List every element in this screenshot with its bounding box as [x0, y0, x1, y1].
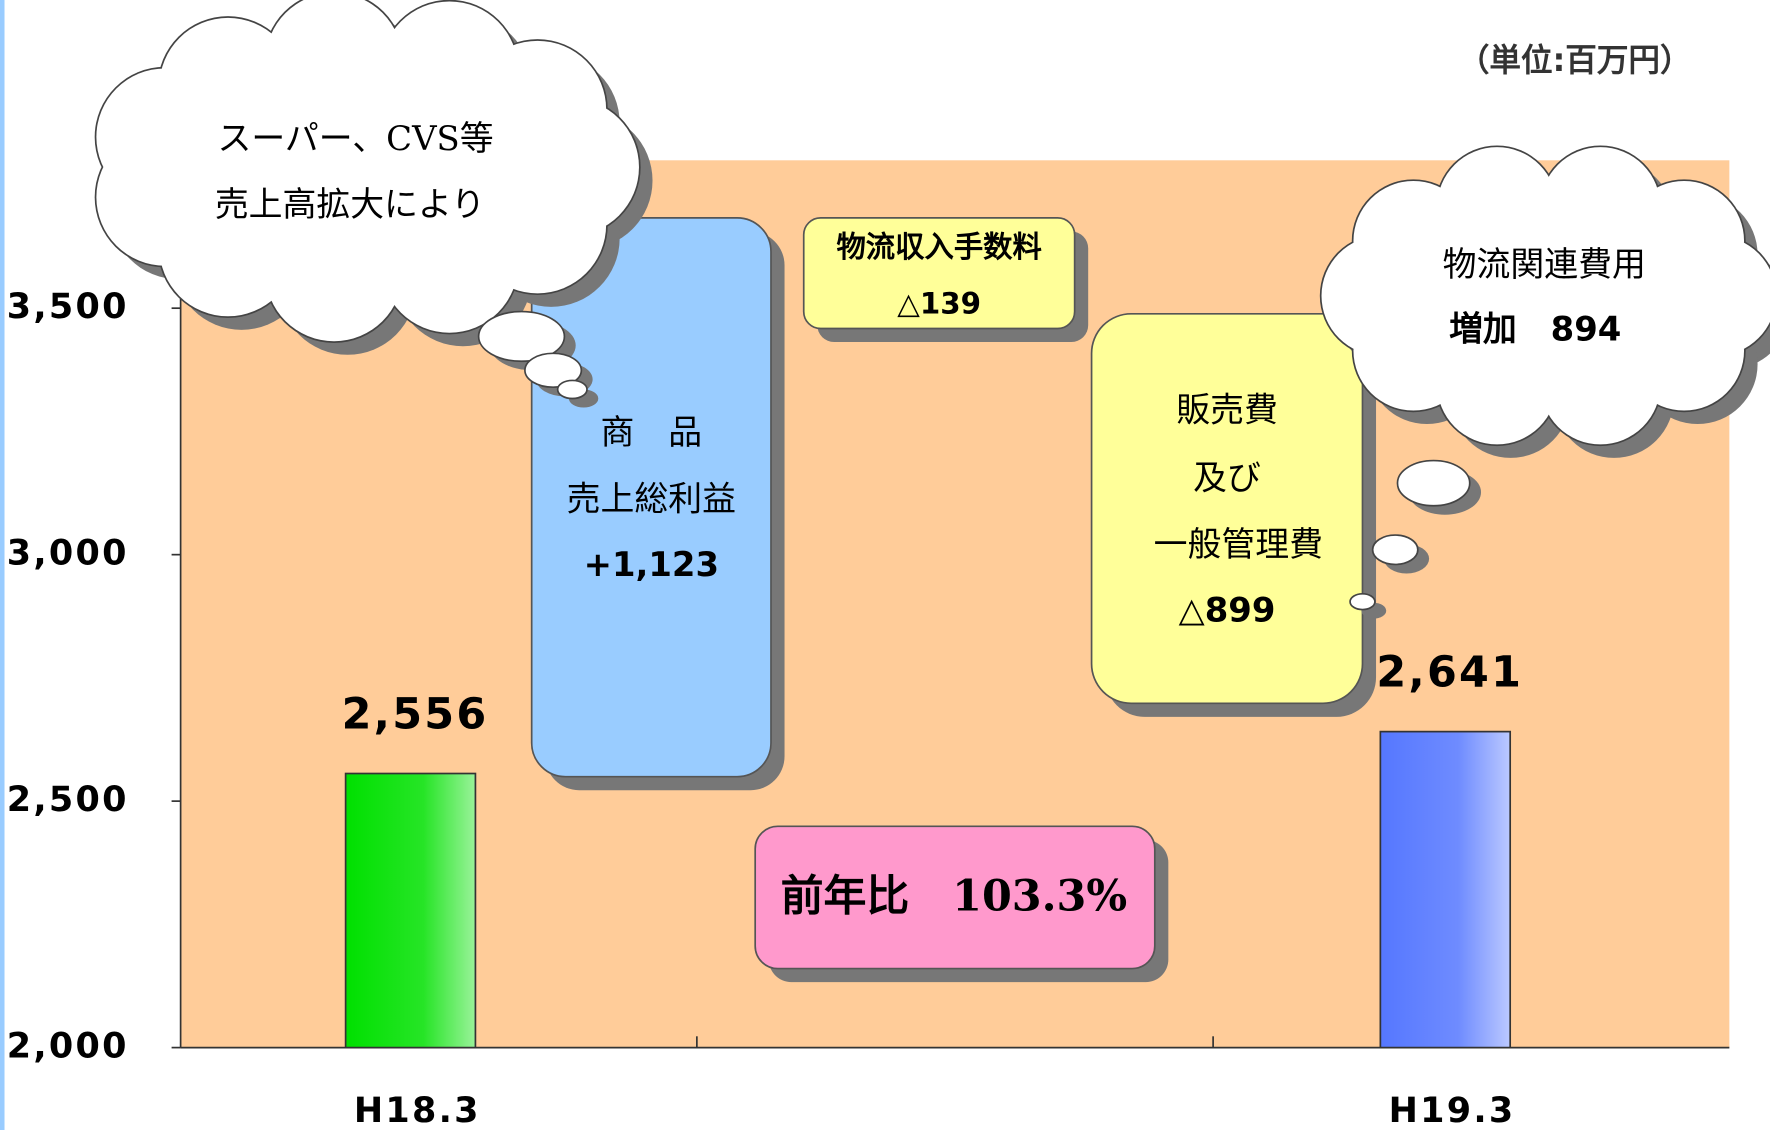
box	[530, 217, 772, 778]
y-tick-label: 3,500	[7, 287, 129, 327]
x-tick-label: H18.3	[354, 1091, 481, 1130]
annotation-text: 物流関連費用	[1443, 245, 1646, 284]
annotation-text: 及び	[1193, 458, 1261, 497]
box	[802, 217, 1076, 330]
box	[1090, 312, 1364, 705]
annotation-text: 商 品	[601, 413, 703, 452]
unit-label: （単位:百万円）	[1458, 42, 1692, 79]
annotation-text: +1,123	[584, 545, 719, 584]
cloud	[1377, 202, 1721, 390]
clouds	[94, 0, 1770, 619]
x-tick-label: H19.3	[1389, 1091, 1516, 1130]
bar	[344, 772, 477, 1049]
y-tick-label: 3,000	[7, 534, 129, 574]
annotation-text: 販売費	[1176, 391, 1278, 430]
value-label: 2,556	[342, 690, 489, 740]
annotations	[530, 217, 1377, 983]
y-tick-label: 2,500	[7, 780, 129, 820]
annotation-texts: （単位:百万円） スーパー、CVS等 売上高拡大により 商 品 売上総利益 +1…	[215, 42, 1692, 922]
bar	[1379, 730, 1512, 1049]
box	[754, 825, 1156, 970]
annotation-text: 売上高拡大により	[215, 185, 485, 224]
bubble	[1396, 459, 1471, 507]
value-label: 2,641	[1376, 648, 1523, 698]
annotation-text: 売上総利益	[567, 480, 736, 519]
annotation-text: スーパー、CVS等	[218, 119, 494, 158]
bubble	[524, 352, 583, 389]
left-edge	[0, 0, 5, 1130]
annotation-text: 増加 894	[1449, 309, 1621, 348]
annotation-text: △899	[1179, 590, 1276, 629]
y-tick-label: 2,000	[7, 1027, 129, 1067]
annotation-text: 物流収入手数料	[836, 230, 1041, 264]
annotation-text: 前年比 103.3%	[781, 872, 1127, 922]
bubble	[1371, 534, 1419, 566]
bubble	[556, 379, 588, 400]
annotation-text: △139	[897, 286, 981, 320]
bubble	[1349, 592, 1376, 611]
cloud	[151, 60, 576, 274]
bubble	[477, 310, 566, 363]
annotation-text: 一般管理費	[1154, 525, 1323, 564]
